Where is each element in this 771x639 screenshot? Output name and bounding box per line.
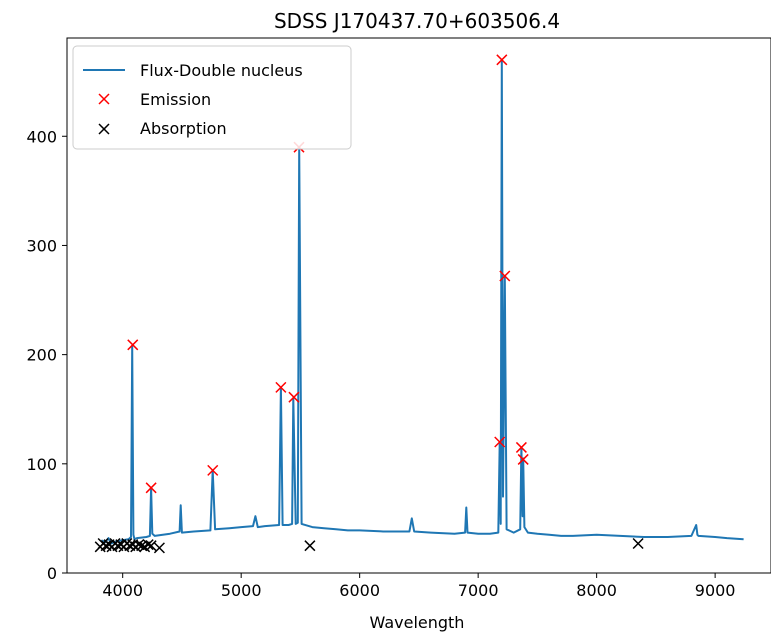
emission-marker [275,381,287,393]
emission-marker [496,54,508,66]
absorption-marker [153,542,165,554]
flux-series-line [100,58,744,545]
x-tick-label: 7000 [458,581,499,600]
x-tick-label: 5000 [221,581,262,600]
y-tick-label: 300 [26,236,57,255]
emission-marker [517,453,529,465]
absorption-marker [142,539,154,551]
x-axis-label: Wavelength [370,613,465,632]
absorption-layer [94,537,644,554]
y-tick-label: 100 [26,455,57,474]
x-axis: 4000 5000 6000 7000 8000 9000 [102,573,735,600]
y-tick-label: 0 [47,564,57,583]
legend-absorption-label: Absorption [140,119,227,138]
flux-layer [100,58,744,545]
x-tick-label: 4000 [102,581,143,600]
plot-area [94,54,744,554]
y-tick-label: 200 [26,346,57,365]
emission-marker [288,391,300,403]
y-tick-label: 400 [26,127,57,146]
absorption-marker [145,540,157,552]
absorption-marker [304,540,316,552]
legend-absorption-swatch [98,123,110,135]
emission-marker [515,441,527,453]
legend: Flux-Double nucleus Emission Absorption [72,45,352,150]
legend-box [72,45,352,150]
emission-marker [145,482,157,494]
absorption-marker [632,537,644,550]
legend-emission-label: Emission [140,90,211,109]
absorption-marker [133,539,145,551]
x-tick-label: 9000 [695,581,736,600]
legend-emission-swatch [98,93,110,105]
emission-marker [494,436,506,448]
emission-marker [207,464,219,476]
chart-title: SDSS J170437.70+603506.4 [274,9,560,33]
plot-frame [66,37,771,574]
emission-marker [499,270,511,282]
x-tick-label: 8000 [576,581,617,600]
y-axis: 0 100 200 300 400 [26,127,67,583]
legend-flux-label: Flux-Double nucleus [140,61,303,80]
emission-marker [127,339,139,351]
x-tick-label: 6000 [339,581,380,600]
